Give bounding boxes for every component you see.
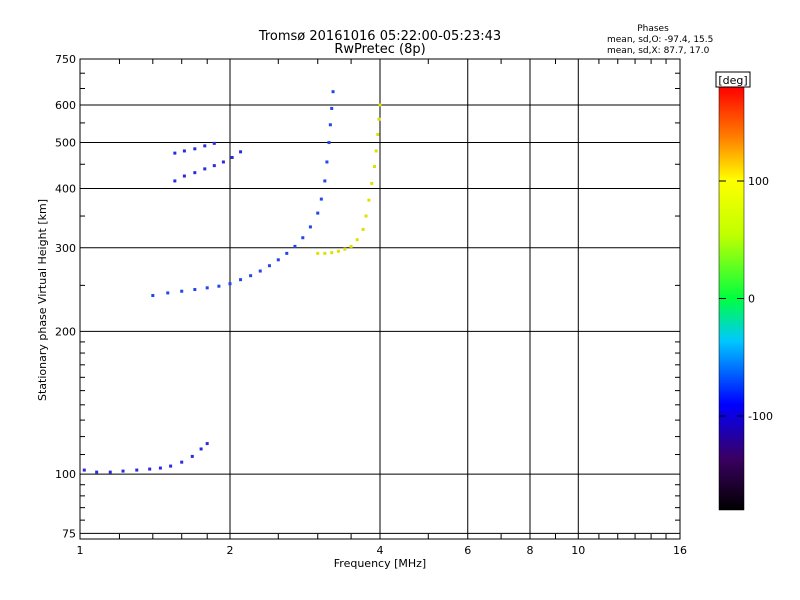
colorbar-tick-label: 0 (748, 293, 755, 306)
colorbar-label: [deg] (718, 74, 747, 87)
minor-ticks (80, 59, 680, 539)
x-tick-label: 4 (377, 544, 384, 557)
chart-title: Tromsø 20161016 05:22:00-05:23:43 (258, 29, 501, 44)
data-point (205, 442, 209, 446)
colorbar-label-box (715, 71, 751, 88)
data-point (361, 227, 365, 231)
data-point (373, 165, 377, 169)
y-tick-label: 500 (55, 137, 76, 150)
data-point (331, 90, 335, 94)
data-point (203, 167, 207, 171)
data-point (166, 291, 170, 295)
data-point (212, 141, 216, 145)
data-point (355, 238, 359, 242)
data-points (82, 90, 382, 474)
data-point (217, 284, 221, 288)
colorbar-tick-label: -100 (748, 410, 773, 423)
data-point (323, 251, 327, 255)
data-point (323, 179, 327, 183)
data-point (370, 181, 374, 185)
data-point (121, 469, 125, 473)
x-tick-label: 1 (77, 544, 84, 557)
data-point (230, 155, 234, 159)
stats-x-mode: mean, sd,X: 87.7, 17.0 (607, 46, 710, 56)
data-point (148, 467, 152, 471)
data-point (169, 464, 173, 468)
data-point (258, 269, 262, 273)
y-tick-label: 100 (55, 468, 76, 481)
data-point (193, 147, 197, 151)
y-axis-label: Stationary phase Virtual Height [km] (36, 199, 49, 401)
data-point (158, 466, 162, 470)
data-point (173, 151, 177, 155)
data-point (328, 123, 332, 127)
data-point (199, 447, 203, 451)
data-point (349, 244, 353, 248)
data-point (301, 236, 305, 240)
y-tick-label: 400 (55, 183, 76, 196)
y-tick-label: 200 (55, 325, 76, 338)
data-point (180, 289, 184, 293)
y-tick-labels: 75 100 200 300 400 500 600 750 (55, 53, 76, 540)
grid-lines (80, 59, 680, 539)
data-point (285, 251, 289, 255)
data-point (108, 470, 112, 474)
data-point (378, 103, 382, 107)
x-tick-label: 6 (464, 544, 471, 557)
x-tick-label: 10 (571, 544, 585, 557)
y-tick-label: 300 (55, 242, 76, 255)
data-point (316, 211, 320, 215)
colorbar-ticks: 100 0 -100 (719, 175, 773, 423)
data-point (212, 164, 216, 168)
data-point (203, 144, 207, 148)
y-tick-label: 75 (62, 527, 76, 540)
data-point (316, 251, 320, 255)
data-point (308, 225, 312, 229)
data-point (182, 174, 186, 178)
data-point (325, 160, 329, 164)
data-point (377, 117, 381, 121)
x-axis-label: Frequency [MHz] (334, 557, 426, 570)
data-point (95, 470, 99, 474)
data-point (228, 282, 232, 286)
x-tick-label: 16 (673, 544, 687, 557)
data-point (319, 197, 323, 201)
x-tick-labels: 1 2 4 6 8 10 16 (77, 544, 688, 557)
data-point (374, 149, 378, 153)
data-point (343, 247, 347, 251)
data-point (267, 264, 271, 268)
x-tick-label: 8 (527, 544, 534, 557)
data-point (239, 278, 243, 282)
stats-heading: Phases (637, 24, 669, 34)
data-point (173, 179, 177, 183)
data-point (367, 198, 371, 202)
data-point (221, 160, 225, 164)
data-point (205, 286, 209, 290)
data-point (330, 251, 334, 255)
stats-o-mode: mean, sd,O: -97.4, 15.5 (607, 35, 713, 45)
data-point (364, 214, 368, 218)
data-point (239, 150, 243, 154)
data-point (327, 141, 331, 145)
y-tick-label: 750 (55, 53, 76, 66)
data-point (180, 460, 184, 464)
data-point (330, 106, 334, 110)
colorbar-tick-label: 100 (748, 175, 769, 188)
y-tick-label: 600 (55, 99, 76, 112)
x-tick-label: 2 (227, 544, 234, 557)
data-point (193, 171, 197, 175)
data-point (193, 288, 197, 292)
data-point (249, 274, 253, 278)
chart-subtitle: RwPretec (8p) (334, 42, 425, 57)
data-point (376, 132, 380, 136)
data-point (82, 468, 86, 472)
data-point (276, 258, 280, 262)
data-point (293, 244, 297, 248)
data-point (151, 293, 155, 297)
data-point (190, 454, 194, 458)
data-point (135, 468, 139, 472)
data-point (182, 149, 186, 153)
data-point (336, 249, 340, 253)
